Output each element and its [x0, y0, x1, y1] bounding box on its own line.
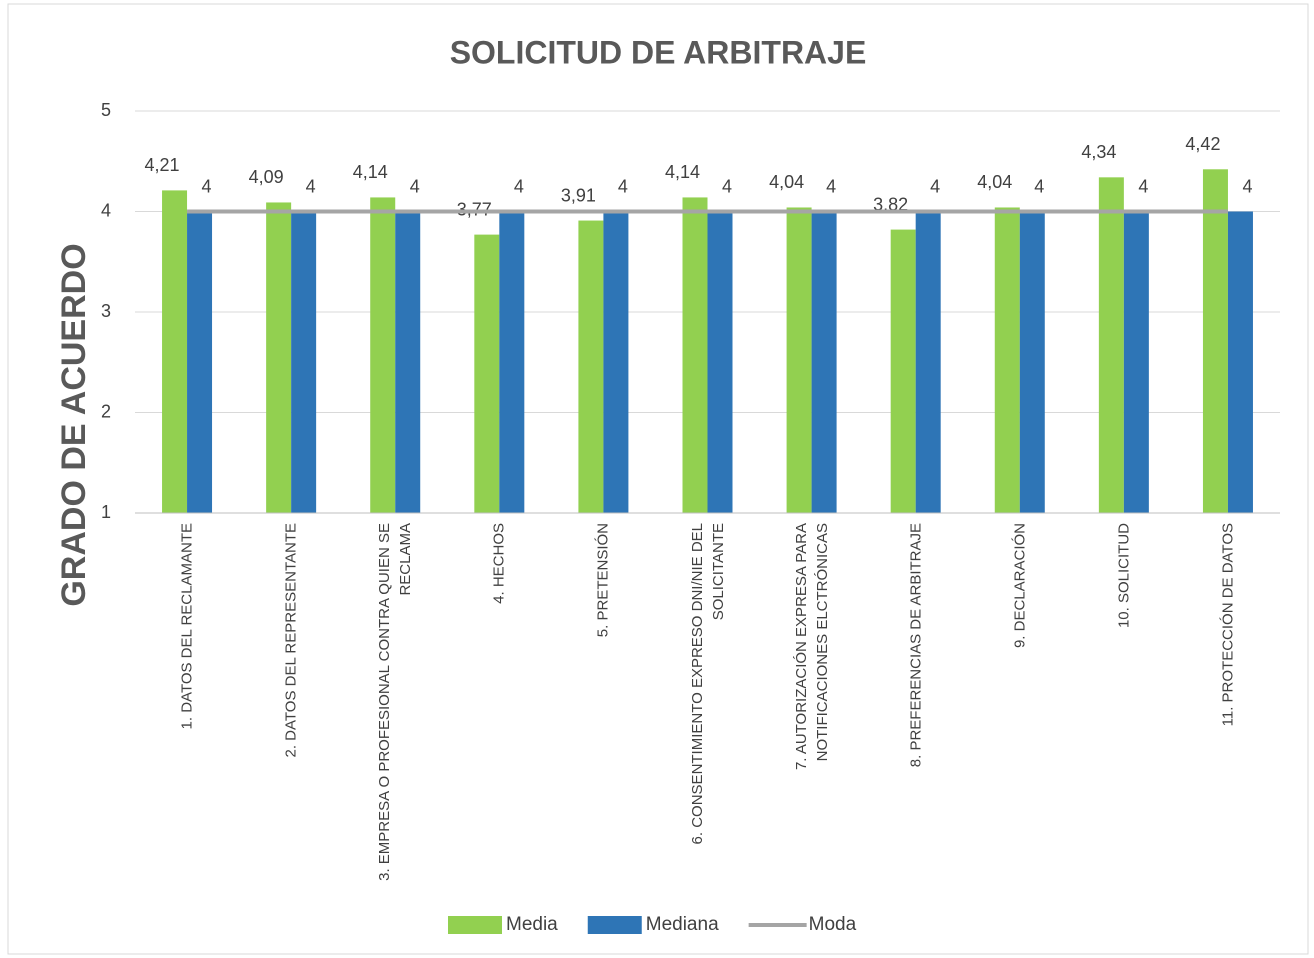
y-tick-label: 2 [101, 401, 111, 421]
bar [890, 229, 916, 513]
x-tick-label: 10. SOLICITUD [1115, 523, 1133, 629]
y-tick-label: 1 [101, 502, 111, 522]
data-label: 3,77 [457, 199, 492, 219]
bar [1019, 211, 1045, 513]
data-label: 4,14 [665, 162, 700, 182]
legend-swatch [587, 916, 642, 934]
data-label: 4,04 [769, 172, 804, 192]
x-tick-label: 11. PROTECCIÓN DE DATOS [1219, 523, 1237, 727]
chart-border [7, 3, 1309, 955]
data-label: 4,09 [249, 167, 284, 187]
data-label: 4 [1242, 176, 1252, 196]
data-label: 4 [202, 176, 212, 196]
legend-label: Mediana [646, 914, 719, 935]
bar [682, 197, 708, 513]
bar [162, 190, 188, 513]
data-label: 4,14 [353, 162, 388, 182]
data-label: 4,34 [1081, 142, 1116, 162]
bar [1227, 211, 1253, 513]
data-label: 4 [930, 176, 940, 196]
bar [811, 211, 837, 513]
x-tick-label: 7. AUTORIZACIÓN EXPRESA PARA NOTIFICACIO… [792, 523, 831, 771]
x-tick-label: 1. DATOS DEL RECLAMANTE [178, 523, 196, 730]
data-label: 4 [514, 176, 524, 196]
data-label: 4 [410, 176, 420, 196]
chart-title: SOLICITUD DE ARBITRAJE [450, 34, 867, 70]
x-tick-label: 3. EMPRESA O PROFESIONAL CONTRA QUIEN SE… [376, 523, 415, 881]
bar [707, 211, 733, 513]
y-tick-label: 3 [101, 301, 111, 321]
data-label: 4 [1034, 176, 1044, 196]
x-tick-label: 8. PREFERENCIAS DE ARBITRAJE [907, 523, 925, 768]
legend-swatch [448, 916, 502, 934]
x-tick-label: 5. PRETENSIÓN [594, 523, 612, 638]
data-label: 4 [618, 176, 628, 196]
x-tick-label: 4. HECHOS [490, 523, 508, 604]
data-label: 3,91 [561, 185, 596, 205]
bar [1098, 177, 1124, 513]
bar [395, 211, 421, 513]
data-label: 4 [1138, 176, 1148, 196]
bar [786, 207, 812, 514]
y-tick-label: 5 [101, 100, 111, 120]
data-label: 4 [306, 176, 316, 196]
bar [291, 211, 317, 513]
bar [474, 234, 500, 514]
bar [1202, 169, 1228, 514]
data-label: 4,04 [977, 172, 1012, 192]
x-tick-label: 2. DATOS DEL REPRESENTANTE [282, 523, 300, 758]
bar [1123, 211, 1149, 513]
bar [370, 197, 396, 513]
bar [499, 211, 525, 513]
x-tick-label: 6. CONSENTIMIENTO EXPRESO DNI/NIE DEL SO… [688, 523, 727, 845]
bar [994, 207, 1020, 514]
legend-label: Moda [809, 914, 857, 935]
bar [266, 202, 292, 513]
y-tick-label: 4 [101, 200, 111, 220]
data-label: 4,42 [1185, 134, 1220, 154]
bar [187, 211, 213, 513]
bar [578, 220, 604, 514]
bar [915, 211, 941, 513]
data-label: 4,21 [145, 155, 180, 175]
x-tick-label: 9. DECLARACIÓN [1011, 523, 1029, 649]
data-label: 4 [826, 176, 836, 196]
data-label: 4 [722, 176, 732, 196]
legend-label: Media [506, 914, 558, 935]
data-label: 3,82 [873, 194, 908, 214]
bar [603, 211, 629, 513]
y-axis-label: GRADO DE ACUERDO [55, 243, 93, 606]
